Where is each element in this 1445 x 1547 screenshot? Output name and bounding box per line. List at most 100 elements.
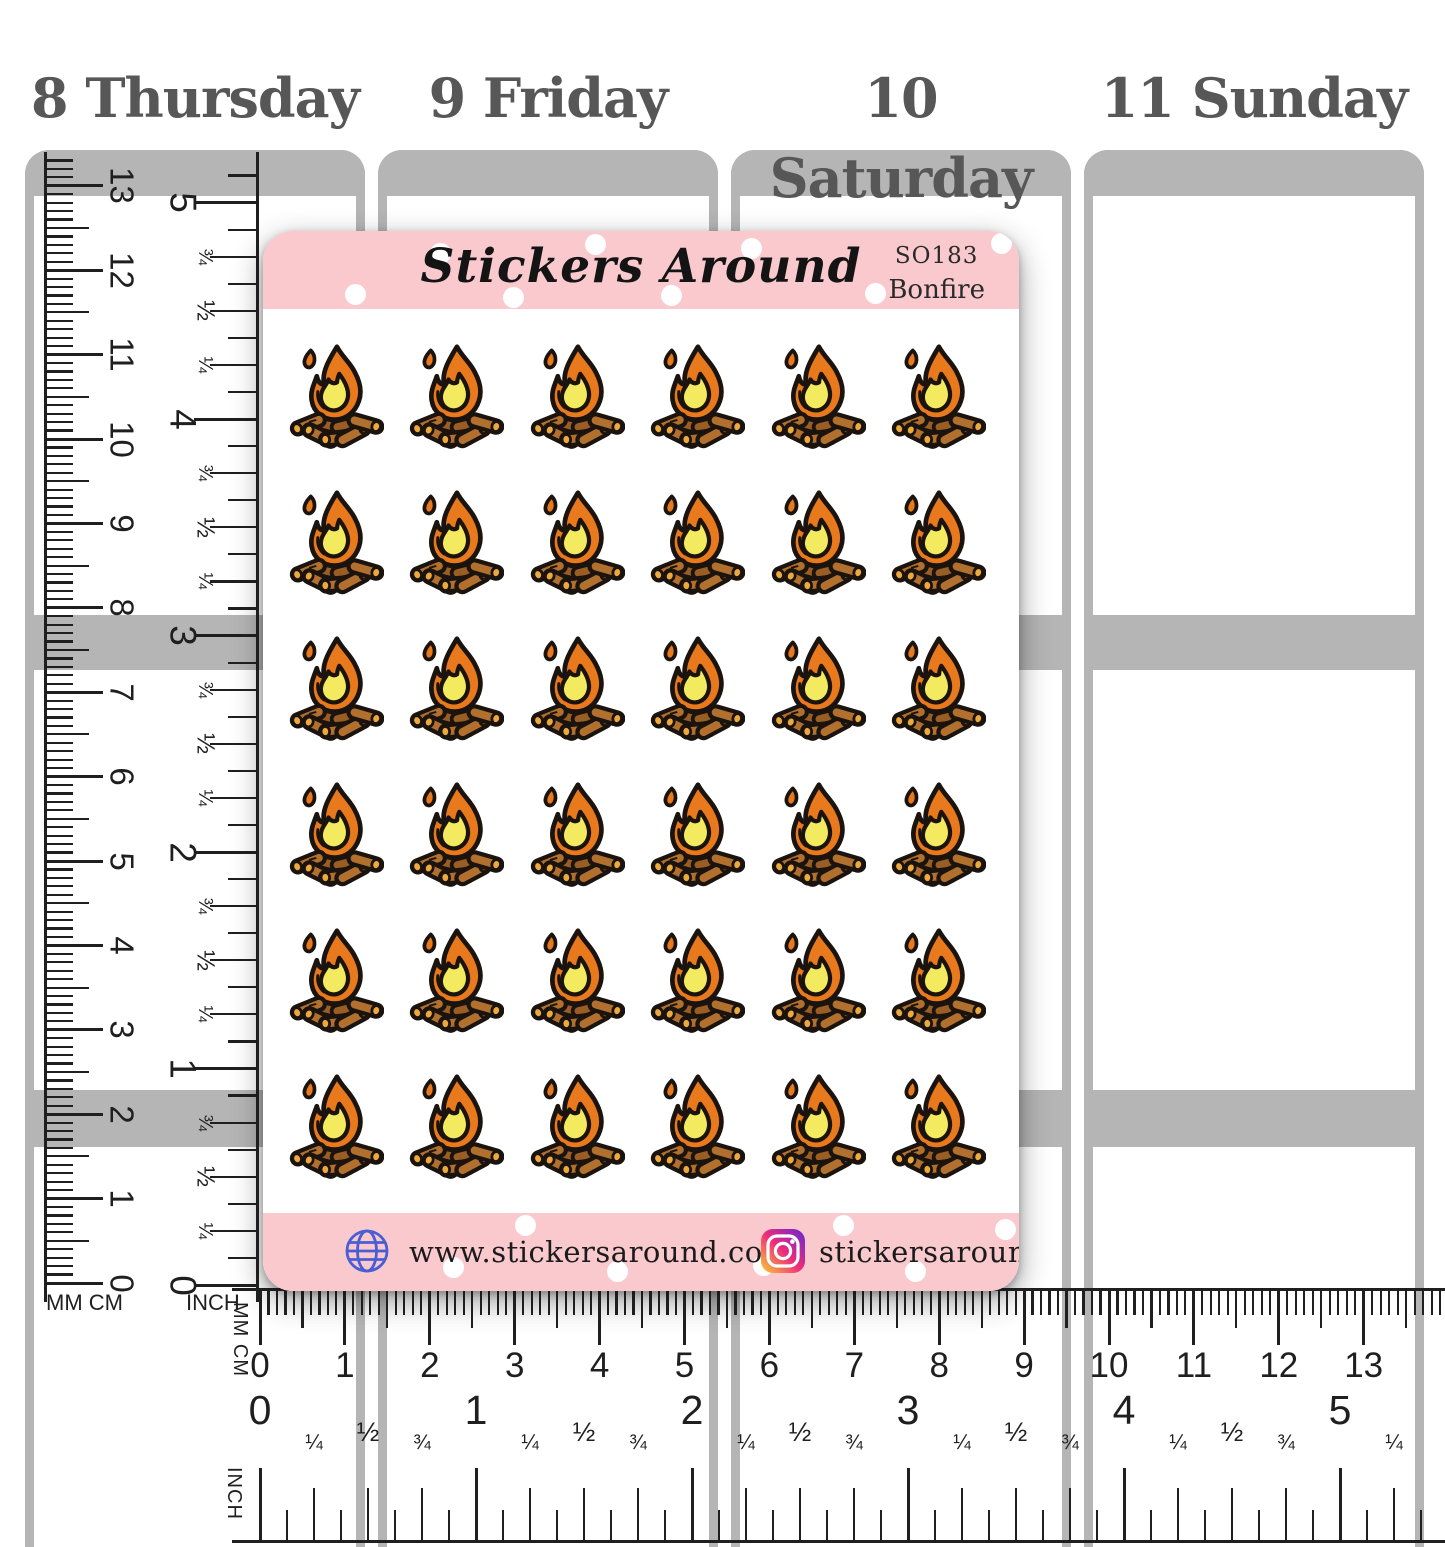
ruler-tick — [210, 796, 256, 799]
cm-number: 0 — [250, 1345, 270, 1385]
planner-column-header — [731, 150, 1071, 196]
cm-number: 3 — [103, 1020, 141, 1039]
ruler-tick — [1203, 1510, 1207, 1540]
ruler-baseline — [256, 152, 259, 1302]
ruler-tick — [454, 1291, 457, 1315]
ruler-tick — [1430, 1291, 1433, 1315]
ruler-tick — [343, 1291, 347, 1345]
ruler-tick — [895, 1291, 898, 1328]
ruler-tick — [1041, 1510, 1045, 1540]
ruler-tick — [210, 472, 256, 475]
ruler-tick — [47, 640, 73, 643]
ruler-tick — [47, 1231, 73, 1234]
ruler-tick — [47, 851, 73, 854]
website-url: www.stickersaround.com — [409, 1235, 791, 1269]
ruler-tick — [1311, 1291, 1314, 1315]
cm-number: 1 — [103, 1189, 141, 1208]
sku-block: SO183 Bonfire — [888, 243, 985, 305]
ruler-tick — [513, 1291, 517, 1345]
ruler-tick — [258, 1291, 262, 1345]
ruler-tick — [1303, 1291, 1306, 1315]
ruler-tick — [606, 1291, 610, 1315]
bonfire-icon — [529, 1073, 625, 1187]
ruler-tick — [47, 285, 73, 289]
ruler-tick — [47, 598, 73, 601]
ruler-tick — [640, 1291, 644, 1328]
inch-fraction: ¼ — [305, 1430, 323, 1454]
ruler-tick — [1338, 1468, 1342, 1540]
polka-dot — [430, 243, 451, 264]
inch-fraction: ¼ — [1385, 1430, 1403, 1454]
ruler-tick — [47, 1070, 89, 1074]
ruler-tick — [1056, 1291, 1060, 1315]
ruler-tick — [528, 1488, 532, 1540]
ruler-tick — [210, 959, 256, 962]
ruler-tick — [47, 792, 73, 795]
bonfire-icon — [529, 489, 625, 603]
ruler-tick — [1082, 1291, 1085, 1315]
ruler-tick — [963, 1291, 966, 1315]
ruler-tick — [1269, 1291, 1272, 1315]
ruler-tick — [1379, 1291, 1382, 1315]
ruler-tick — [700, 1291, 703, 1315]
ruler-tick — [258, 1468, 262, 1540]
ruler-tick — [228, 932, 256, 935]
ruler-tick — [228, 499, 256, 502]
polka-dot — [503, 287, 524, 308]
ruler-tick — [819, 1291, 822, 1315]
ruler-tick — [47, 826, 73, 829]
ruler-tick — [47, 885, 73, 888]
ruler-tick — [47, 707, 73, 711]
ruler-tick — [447, 1510, 451, 1540]
ruler-tick — [47, 353, 103, 357]
ruler-tick — [1176, 1488, 1180, 1540]
ruler-tick — [47, 952, 73, 955]
ruler-tick — [47, 750, 73, 753]
inch-number: 3 — [162, 625, 204, 646]
ruler-tick — [663, 1510, 667, 1540]
ruler-tick — [1014, 1488, 1018, 1540]
ruler-tick — [47, 1138, 73, 1141]
ruler-tick — [47, 733, 89, 736]
bonfire-icon — [890, 489, 986, 603]
ruler-tick — [47, 1104, 73, 1107]
ruler-tick — [47, 395, 89, 398]
bonfire-icon — [408, 635, 504, 749]
ruler-tick — [267, 1291, 270, 1315]
ruler-tick — [47, 690, 103, 694]
ruler-tick — [912, 1291, 915, 1315]
ruler-tick — [47, 986, 89, 989]
ruler-tick — [793, 1291, 796, 1315]
ruler-tick — [47, 961, 73, 964]
ruler-tick — [47, 210, 73, 213]
ruler-unit-label: MM CM — [46, 1290, 123, 1315]
ruler-tick — [47, 783, 73, 787]
ruler-tick — [937, 1291, 941, 1345]
inch-fraction: ½ — [572, 1416, 596, 1447]
inch-fraction: ¾ — [194, 681, 216, 698]
inch-fraction: ¾ — [1277, 1430, 1295, 1454]
ruler-tick — [827, 1291, 830, 1315]
ruler-tick — [878, 1291, 881, 1315]
ruler-tick — [708, 1291, 712, 1315]
ruler-tick — [47, 176, 73, 179]
ruler-tick — [1184, 1291, 1187, 1315]
ruler-tick — [1175, 1291, 1178, 1315]
inch-fraction: ¼ — [521, 1430, 539, 1454]
ruler-tick — [488, 1291, 491, 1315]
ruler-tick — [210, 1229, 256, 1232]
ruler-tick — [921, 1291, 924, 1315]
ruler-tick — [47, 336, 73, 339]
ruler-tick — [228, 282, 256, 285]
ruler-tick — [539, 1291, 542, 1315]
inch-number: 3 — [896, 1386, 920, 1433]
ruler-tick — [228, 1040, 256, 1043]
cm-number: 2 — [103, 1105, 141, 1124]
cm-number: 1 — [335, 1345, 355, 1385]
planner-column-header — [378, 150, 718, 196]
inch-fraction: ¼ — [194, 356, 216, 374]
ruler-tick — [210, 1013, 256, 1016]
ruler-tick — [47, 876, 73, 879]
ruler-tick — [210, 905, 256, 908]
ruler-tick — [666, 1291, 669, 1315]
